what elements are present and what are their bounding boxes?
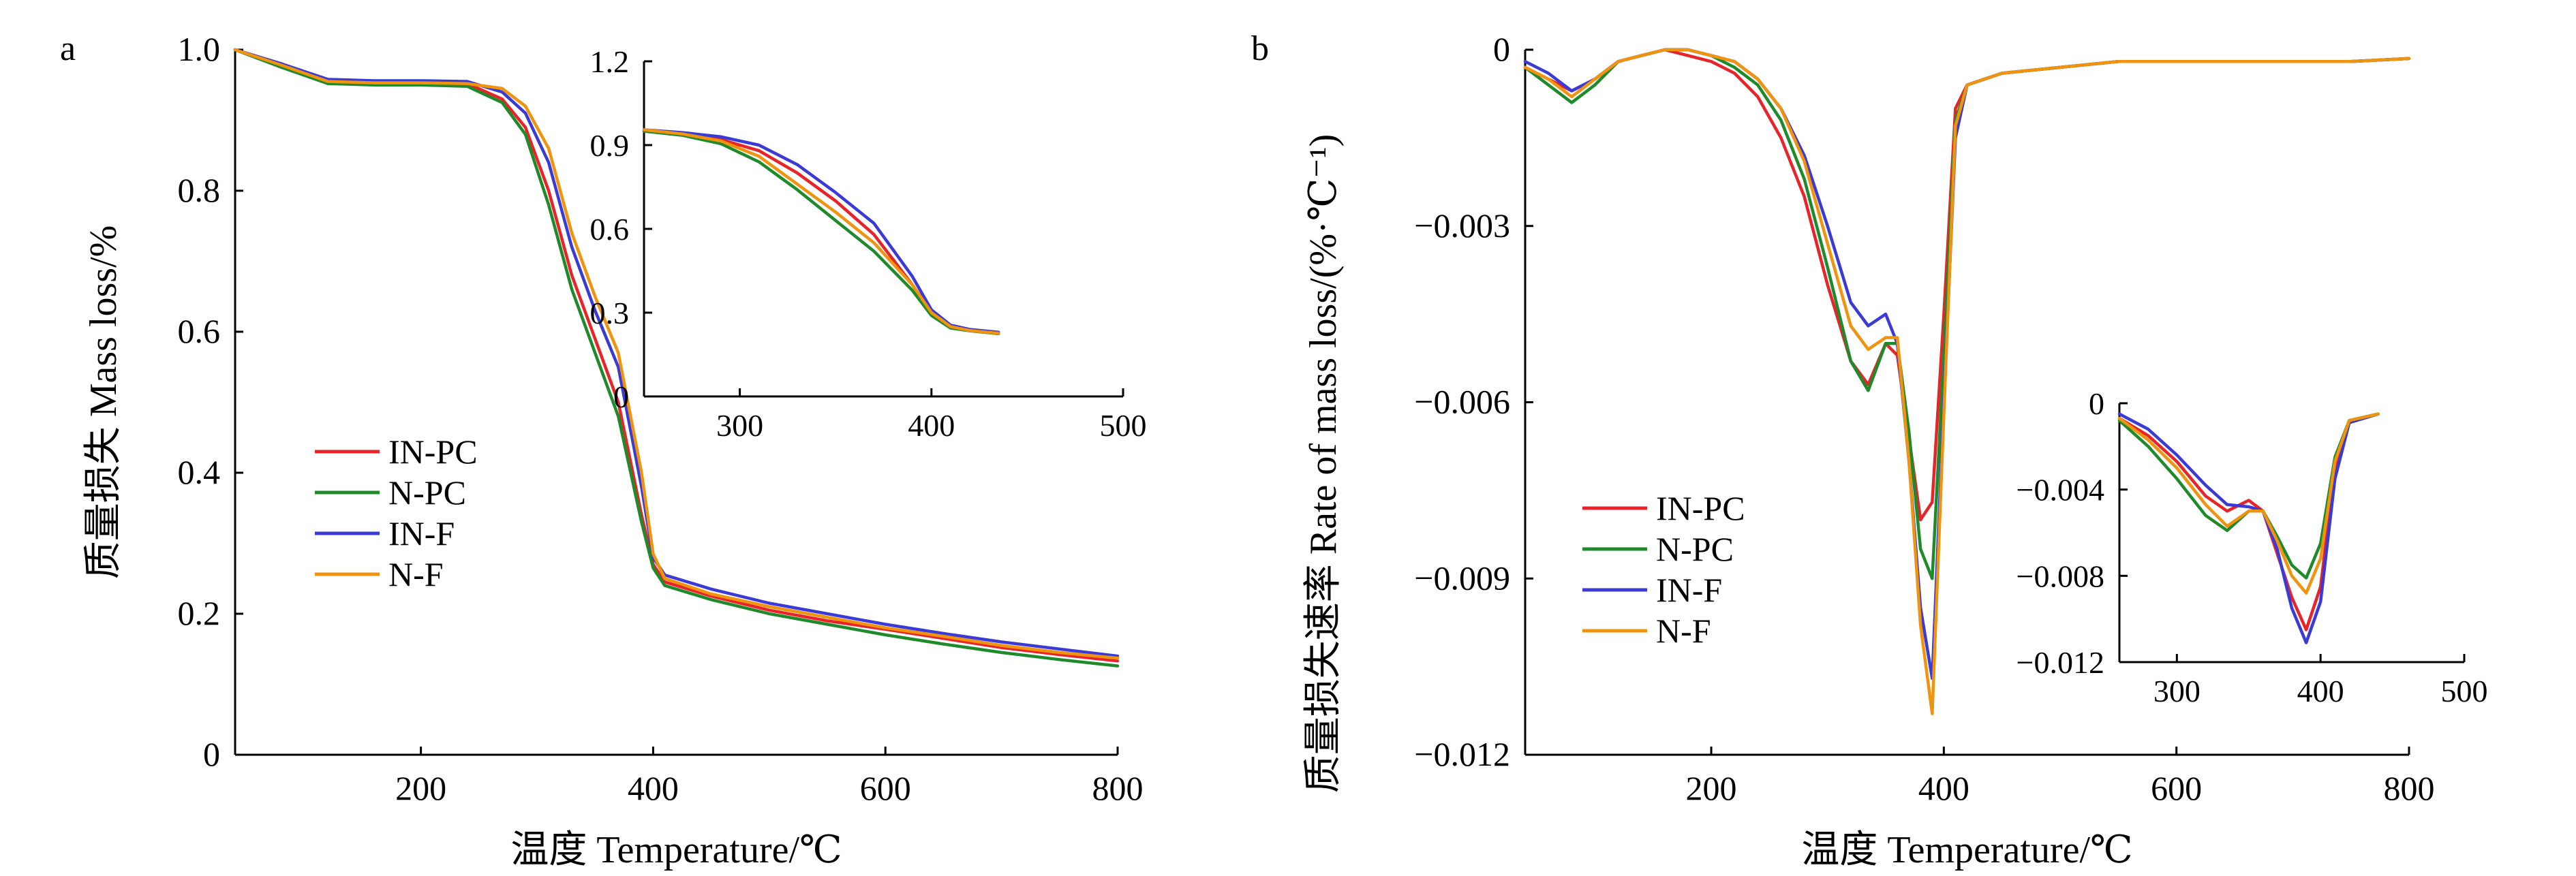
x-tick-label: 500 (1100, 408, 1147, 443)
y-tick-label: 0.6 (590, 212, 630, 247)
y-tick-label: 0.8 (178, 171, 221, 209)
y-axis-title-b: 质量损失速率 Rate of mass loss/(%·℃⁻¹) (1302, 134, 1345, 794)
legend-label-n-f: N-F (1656, 612, 1711, 650)
legend-label-in-pc: IN-PC (388, 433, 478, 471)
x-tick-label: 300 (2153, 674, 2201, 708)
y-tick-label: −0.008 (2017, 559, 2104, 593)
x-tick-label: 400 (1918, 769, 1969, 807)
x-tick-label: 300 (716, 408, 763, 443)
series-line-n-f (2117, 412, 2380, 595)
series-line-in-pc (642, 129, 1000, 336)
x-tick-label: 400 (628, 769, 679, 807)
x-axis-title-a: 温度 Temperature/℃ (510, 829, 842, 871)
panel-b: 200 400 600 800 0 −0.003 −0.006 −0.009 −0.012 (1414, 30, 2434, 807)
x-tick-label: 600 (860, 769, 911, 807)
y-tick-label: −0.006 (1414, 383, 1510, 421)
y-tick-label: −0.012 (2017, 645, 2104, 680)
x-tick-label: 500 (2441, 674, 2488, 708)
y-tick-label: 0 (1493, 30, 1510, 68)
x-tick-label: 200 (1686, 769, 1737, 807)
series-line-in-f (233, 48, 1120, 658)
y-tick-label: 0 (203, 735, 220, 773)
panel-label-b: b (1251, 29, 1269, 68)
panel-a: 200 400 600 800 0 0.2 0.4 0.6 0.8 1.0 (178, 30, 1144, 807)
x-tick-label: 600 (2151, 769, 2202, 807)
x-tick-label: 800 (2384, 769, 2435, 807)
legend-label-n-pc: N-PC (1656, 530, 1734, 568)
series-line-in-pc (1523, 48, 2411, 522)
x-tick-label: 400 (908, 408, 955, 443)
series-line-n-f (1523, 48, 2411, 715)
y-tick-label: 0.6 (178, 312, 221, 350)
x-tick-label: 400 (2297, 674, 2344, 708)
y-tick-label: −0.012 (1414, 735, 1510, 773)
legend-label-n-f: N-F (388, 555, 444, 593)
y-tick-label: 0.9 (590, 128, 630, 163)
legend-label-in-f: IN-F (388, 514, 455, 552)
y-tick-label: 1.0 (178, 30, 221, 68)
y-tick-label: 1.2 (590, 44, 630, 79)
x-tick-label: 200 (395, 769, 446, 807)
y-tick-label: −0.009 (1414, 559, 1510, 597)
series-line-n-pc (642, 129, 1000, 336)
y-tick-label: 0 (2089, 386, 2104, 421)
legend-label-in-f: IN-F (1656, 571, 1722, 609)
panel-label-a: a (60, 29, 76, 68)
y-tick-label: 0.4 (178, 453, 221, 491)
series-line-n-f (642, 128, 1000, 335)
series-line-in-pc (233, 48, 1120, 663)
x-tick-label: 800 (1092, 769, 1144, 807)
y-tick-label: −0.004 (2017, 473, 2104, 507)
series-line-in-f (642, 128, 1000, 334)
legend-label-n-pc: N-PC (388, 473, 466, 512)
y-tick-label: 0 (613, 379, 629, 414)
inset-a: 300 400 500 0 0.3 0.6 0.9 1.2 (590, 44, 1147, 443)
series-line-in-f (2117, 412, 2380, 644)
series-line-n-f (233, 48, 1120, 660)
series-line-n-pc (233, 48, 1120, 668)
x-axis-title-b: 温度 Temperature/℃ (1801, 829, 2132, 871)
y-tick-label: −0.003 (1414, 206, 1510, 245)
legend-label-in-pc: IN-PC (1656, 489, 1745, 527)
inset-b: 300 400 500 0 −0.004 −0.008 −0.012 (2017, 386, 2488, 708)
y-tick-label: 0.2 (178, 594, 221, 632)
y-axis-title-a: 质量损失 Mass loss/% (82, 225, 125, 580)
y-tick-label: 0.3 (590, 296, 630, 330)
